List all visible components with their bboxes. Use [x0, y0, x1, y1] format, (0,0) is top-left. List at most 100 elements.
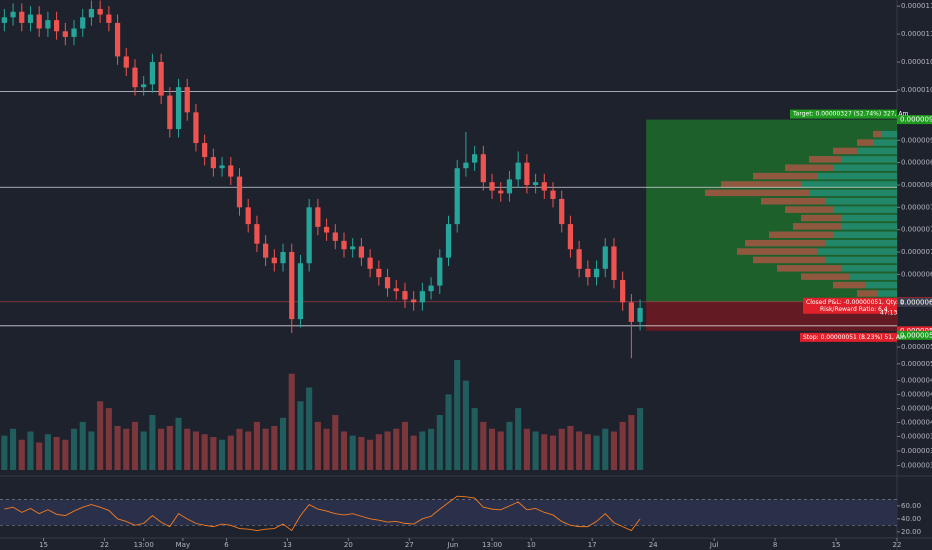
candle-body: [341, 240, 347, 250]
candle-body: [210, 157, 216, 169]
y-tick-label: 0.00001150: [901, 2, 932, 10]
profile-up: [817, 172, 897, 180]
x-tick-label: 15: [39, 541, 48, 549]
profile-down: [857, 139, 873, 146]
volume-bar: [454, 360, 461, 470]
y-tick-label: 0.00000750: [901, 226, 932, 234]
candle-body: [454, 168, 460, 225]
volume-bar: [262, 428, 269, 470]
volume-bar: [18, 439, 25, 470]
volume-bar: [97, 401, 104, 470]
candle-body: [306, 207, 312, 264]
volume-bar: [62, 439, 69, 470]
volume-bar: [541, 434, 548, 470]
x-tick-label: 15: [832, 541, 841, 549]
volume-bar: [384, 431, 391, 470]
volume-bar: [236, 428, 243, 470]
candle-body: [506, 179, 513, 194]
x-tick-label: 8: [773, 541, 777, 549]
profile-down: [745, 239, 825, 247]
volume-bar: [306, 387, 313, 470]
profile-down: [873, 130, 881, 138]
candle-body: [393, 288, 399, 292]
volume-bar: [44, 434, 51, 470]
y-tick-label: 0.00000710: [901, 248, 932, 256]
x-tick-label: 13:00: [482, 541, 502, 549]
volume-bar: [210, 437, 217, 470]
x-tick-label: Jul: [709, 541, 719, 549]
candle-body: [585, 268, 591, 278]
profile-down: [753, 172, 817, 180]
x-tick-label: 17: [588, 541, 597, 549]
candle-body: [559, 198, 565, 225]
profile-up: [825, 197, 897, 205]
candle-body: [114, 22, 121, 57]
y-tick-label: 0.00000790: [901, 203, 932, 211]
profile-down: [753, 256, 825, 264]
profile-up: [833, 206, 897, 213]
candle-body: [637, 307, 643, 322]
candle-body: [498, 190, 504, 194]
candle-body: [402, 291, 408, 300]
profile-down: [769, 231, 833, 239]
x-tick-label: 20: [344, 541, 353, 549]
candle-body: [158, 62, 164, 96]
volume-bar: [367, 439, 374, 470]
candle-body: [149, 62, 156, 85]
candle-body: [71, 28, 77, 37]
volume-bar: [515, 408, 522, 470]
profile-down: [761, 197, 825, 205]
volume-bar: [158, 428, 165, 470]
volume-bar: [36, 442, 43, 470]
candle-body: [323, 226, 330, 233]
profile-up: [825, 239, 897, 247]
volume-bar: [131, 421, 139, 470]
price-label: 0.00000620: [900, 298, 932, 306]
candle-body: [202, 143, 208, 158]
candle-body: [350, 246, 356, 250]
candle-body: [45, 20, 51, 29]
volume-bar: [393, 428, 400, 470]
profile-up: [801, 181, 897, 188]
y-tick-label: 0.00000455: [901, 391, 932, 399]
candle-body: [236, 176, 243, 208]
profile-down: [809, 156, 841, 163]
profile-down: [801, 214, 841, 222]
profile-up: [857, 147, 897, 155]
volume-bar: [279, 417, 287, 470]
volume-bar: [149, 415, 156, 470]
candle-body: [315, 207, 321, 227]
volume-bar: [166, 426, 173, 470]
volume-bar: [375, 434, 382, 470]
candle-body: [576, 249, 582, 269]
candle-body: [463, 162, 469, 169]
y-tick-label: 0.00000328: [901, 462, 932, 470]
candle-body: [19, 11, 25, 23]
price-label-box: [897, 115, 932, 125]
y-tick-label: 0.00000910: [901, 136, 932, 144]
volume-bar: [584, 434, 591, 470]
volume-bar: [602, 428, 609, 470]
candle-body: [593, 268, 600, 278]
candle-body: [228, 165, 234, 177]
rsi-tick-label: 40.00: [901, 515, 921, 523]
profile-up: [841, 156, 897, 163]
volume-bar: [219, 439, 226, 470]
candle-body: [132, 67, 138, 88]
candle-body: [358, 246, 365, 258]
pnl-tooltip-box: [803, 297, 897, 314]
candle-body: [297, 263, 304, 320]
rsi-tick-label: 60.00: [901, 502, 921, 510]
volume-bar: [549, 435, 557, 470]
profile-up: [825, 256, 897, 264]
x-tick-label: 22: [100, 541, 109, 549]
candle-body: [123, 56, 129, 68]
volume-bar: [480, 421, 487, 470]
x-tick-label: 13: [283, 541, 292, 549]
candle-body: [628, 302, 634, 322]
candle-body: [167, 95, 173, 130]
candle-body: [271, 257, 277, 264]
candle-body: [376, 268, 382, 278]
y-tick-label: 0.00000540: [901, 343, 932, 351]
